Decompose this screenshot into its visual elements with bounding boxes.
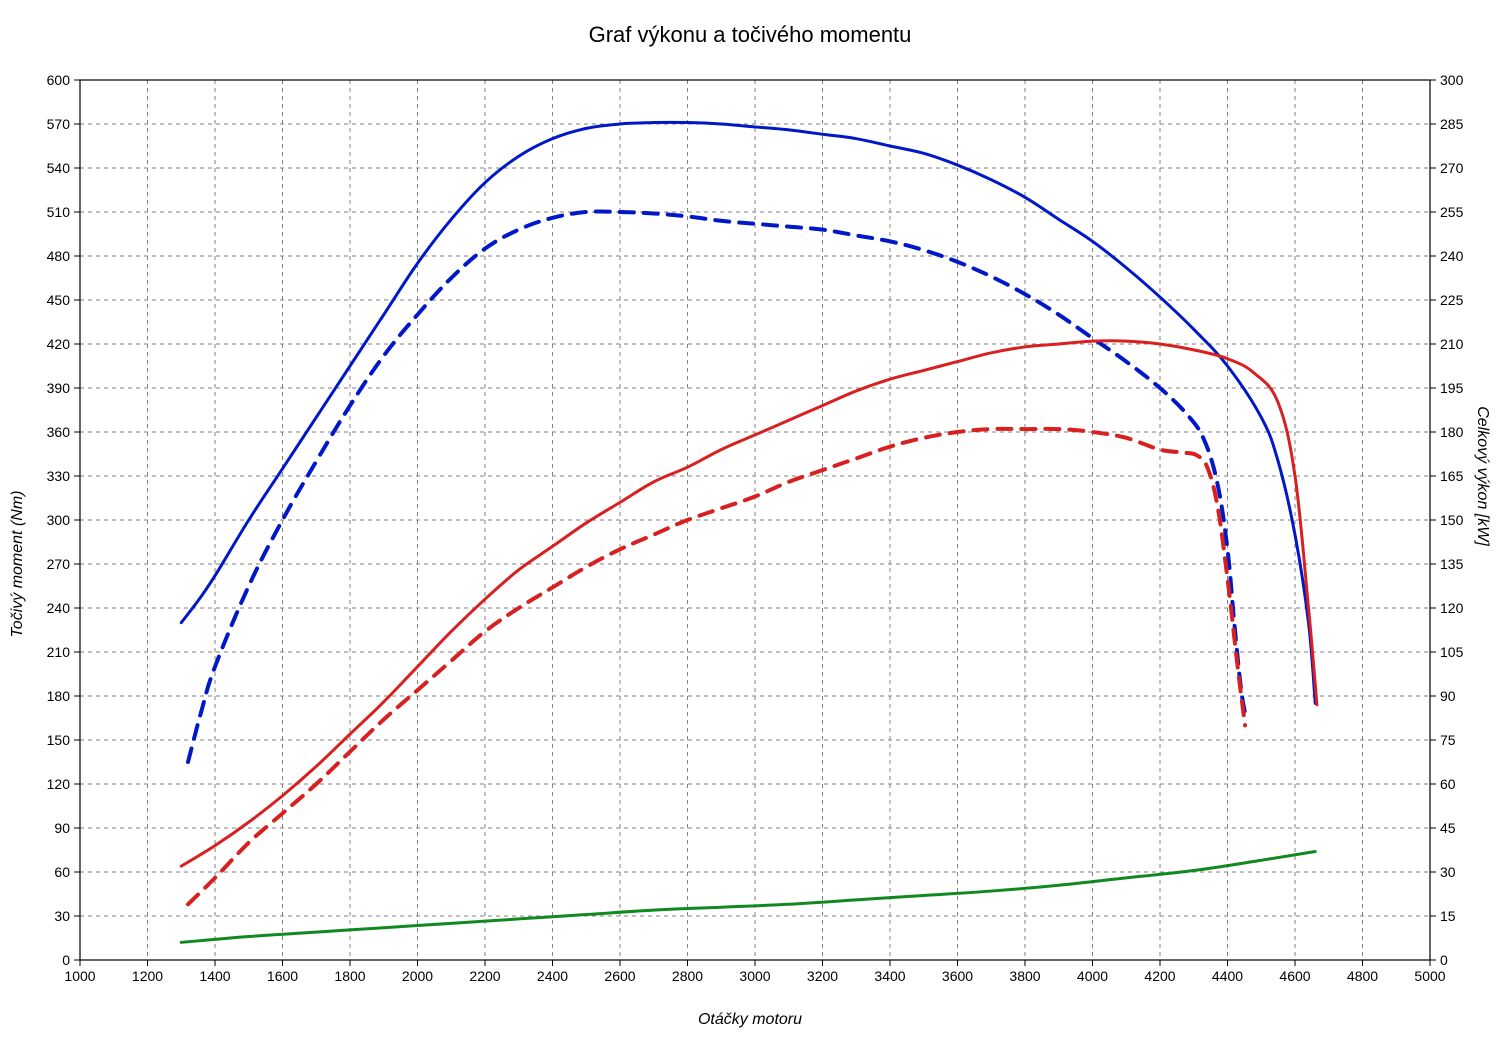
tick-label: 195: [1440, 380, 1463, 396]
tick-label: 4200: [1144, 968, 1175, 984]
tick-label: 135: [1440, 556, 1463, 572]
tick-label: 3000: [739, 968, 770, 984]
x-axis-label: Otáčky motoru: [0, 1011, 1500, 1029]
tick-label: 60: [1440, 776, 1456, 792]
tick-label: 4600: [1279, 968, 1310, 984]
tick-label: 285: [1440, 116, 1463, 132]
tick-label: 3800: [1009, 968, 1040, 984]
tick-label: 225: [1440, 292, 1463, 308]
tick-label: 1800: [334, 968, 365, 984]
tick-label: 2000: [402, 968, 433, 984]
tick-label: 2600: [604, 968, 635, 984]
tick-label: 165: [1440, 468, 1463, 484]
tick-label: 2200: [469, 968, 500, 984]
tick-label: 150: [1440, 512, 1463, 528]
tick-label: 255: [1440, 204, 1463, 220]
tick-label: 30: [1440, 864, 1456, 880]
tick-label: 1600: [267, 968, 298, 984]
tick-label: 3400: [874, 968, 905, 984]
tick-label: 0: [1440, 952, 1448, 968]
tick-label: 4400: [1212, 968, 1243, 984]
tick-label: 2800: [672, 968, 703, 984]
tick-label: 5000: [1414, 968, 1445, 984]
tick-label: 210: [1440, 336, 1463, 352]
tick-label: 1000: [64, 968, 95, 984]
tick-label: 120: [1440, 600, 1463, 616]
tick-label: 105: [1440, 644, 1463, 660]
tick-label: 4800: [1347, 968, 1378, 984]
tick-label: 3600: [942, 968, 973, 984]
tick-label: 300: [1440, 72, 1463, 88]
tick-label: 240: [1440, 248, 1463, 264]
tick-label: 1200: [132, 968, 163, 984]
tick-label: 75: [1440, 732, 1456, 748]
tick-label: 180: [1440, 424, 1463, 440]
tick-label: 270: [1440, 160, 1463, 176]
y2-axis-label: Celkový výkon [kW]: [1473, 406, 1491, 546]
chart-svg: [0, 0, 1500, 1041]
tick-label: 1400: [199, 968, 230, 984]
tick-label: 15: [1440, 908, 1456, 924]
tick-label: 90: [1440, 688, 1456, 704]
tick-label: 3200: [807, 968, 838, 984]
tick-label: 2400: [537, 968, 568, 984]
power-torque-chart: Graf výkonu a točivého momentu DC WWW.DY…: [0, 0, 1500, 1041]
y1-axis-label: Točivý moment (Nm): [9, 491, 27, 638]
tick-label: 4000: [1077, 968, 1108, 984]
tick-label: 45: [1440, 820, 1456, 836]
